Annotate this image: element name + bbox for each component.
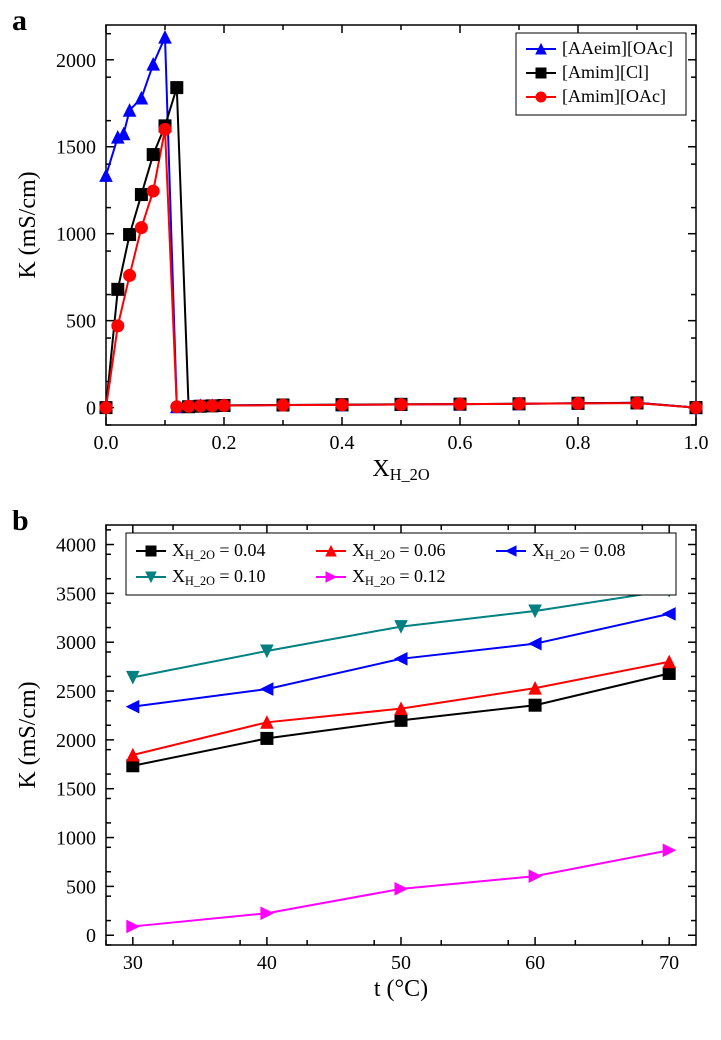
- svg-text:XH_2O: XH_2O: [372, 456, 429, 484]
- svg-text:3500: 3500: [56, 583, 96, 605]
- chart-a-svg: a 0.0 0.2 0.4 0.6 0.8 1.0 0 500 1000 1500 2000 XH_2O…: [11, 10, 711, 490]
- panel-b: b 30 40 50 60 70 0 500 1000 1500 2000 2500 3000 3500 4…: [11, 510, 711, 1010]
- chart-b-svg: b 30 40 50 60 70 0 500 1000 1500 2000 2500 3000 3500 4…: [11, 510, 711, 1010]
- svg-text:t (°C): t (°C): [373, 976, 427, 1002]
- svg-text:3000: 3000: [56, 632, 96, 654]
- figure-container: a0.00.20.40.60.81.00500100015002000XH_2O…: [11, 10, 711, 1010]
- svg-text:1000: 1000: [56, 224, 96, 246]
- svg-text:0.2: 0.2: [211, 432, 236, 454]
- svg-text:[Amim][OAc]: [Amim][OAc]: [562, 86, 666, 106]
- svg-text:K (mS/cm): K (mS/cm): [15, 681, 41, 788]
- svg-text:0.4: 0.4: [329, 432, 354, 454]
- svg-text:1000: 1000: [56, 828, 96, 850]
- svg-text:40: 40: [256, 952, 276, 974]
- svg-text:70: 70: [659, 952, 679, 974]
- svg-text:K (mS/cm): K (mS/cm): [15, 171, 41, 278]
- svg-text:2000: 2000: [56, 730, 96, 752]
- svg-text:50: 50: [391, 952, 411, 974]
- svg-text:1500: 1500: [56, 137, 96, 159]
- svg-text:30: 30: [122, 952, 142, 974]
- svg-text:0.6: 0.6: [447, 432, 472, 454]
- svg-text:[AAeim][OAc]: [AAeim][OAc]: [562, 38, 673, 58]
- svg-text:1500: 1500: [56, 779, 96, 801]
- svg-text:[Amim][Cl]: [Amim][Cl]: [562, 62, 649, 82]
- svg-text:0: 0: [86, 925, 96, 947]
- svg-text:1.0: 1.0: [683, 432, 708, 454]
- svg-text:500: 500: [66, 876, 96, 898]
- svg-text:0: 0: [86, 398, 96, 420]
- svg-text:a: a: [12, 10, 27, 37]
- svg-text:2500: 2500: [56, 681, 96, 703]
- svg-text:b: b: [12, 510, 29, 537]
- svg-text:2000: 2000: [56, 50, 96, 72]
- svg-text:4000: 4000: [56, 535, 96, 557]
- svg-text:0.0: 0.0: [93, 432, 118, 454]
- svg-text:60: 60: [525, 952, 545, 974]
- svg-text:0.8: 0.8: [565, 432, 590, 454]
- svg-text:500: 500: [66, 311, 96, 333]
- panel-a: a 0.0 0.2 0.4 0.6 0.8 1.0 0 500 1000 1500 2000 XH_2O…: [11, 10, 711, 490]
